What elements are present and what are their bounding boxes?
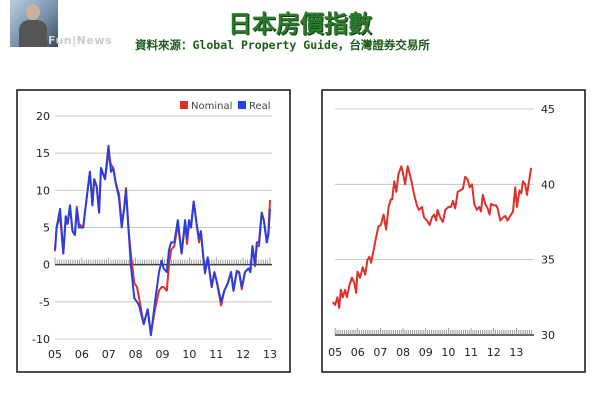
watermark-logo: Fun|News [48, 34, 113, 47]
legend-swatch-nominal [180, 101, 188, 109]
x-tick-label: 12 [236, 348, 250, 361]
y-tick-label: 5 [43, 222, 50, 235]
y-tick-label: 10 [36, 184, 50, 197]
x-tick-label: 10 [441, 346, 455, 359]
chart-frame [16, 89, 291, 373]
x-tick-label: 10 [182, 348, 196, 361]
x-tick-label: 09 [156, 348, 170, 361]
y-tick-label: -5 [39, 296, 50, 309]
y-tick-label: 40 [541, 178, 555, 191]
x-tick-label: 05 [48, 348, 62, 361]
series-line-real [54, 144, 271, 337]
legend-label-nominal: Nominal [191, 101, 232, 112]
y-tick-label: 35 [541, 254, 555, 267]
y-tick-label: 0 [43, 259, 50, 272]
y-tick-label: 20 [36, 110, 50, 123]
x-tick-label: 12 [487, 346, 501, 359]
x-tick-label: 07 [102, 348, 116, 361]
presenter-photo [10, 0, 58, 47]
x-tick-label: 11 [464, 346, 478, 359]
chart-frame [321, 89, 586, 373]
chart-1: 20 15 10 5 0 -5 -10 05 06 07 08 09 10 11 12 13 Nominal Re… [16, 89, 291, 373]
x-tick-label: 07 [373, 346, 387, 359]
x-tick-label: 13 [263, 348, 277, 361]
chart-2: 45 40 35 30 05 06 07 08 09 10 11 12 13 [321, 89, 586, 373]
x-tick-label: 05 [328, 346, 342, 359]
x-tick-label: 13 [509, 346, 523, 359]
page-title: 日本房價指數 [228, 9, 372, 38]
legend-label-real: Real [249, 101, 271, 112]
x-tick-label: 06 [351, 346, 365, 359]
y-tick-label: -10 [32, 333, 50, 346]
x-tick-label: 08 [396, 346, 410, 359]
x-tick-label: 09 [419, 346, 433, 359]
series-line-index [332, 165, 533, 309]
y-tick-label: 15 [36, 147, 50, 160]
y-tick-label: 45 [541, 103, 555, 116]
x-tick-label: 11 [209, 348, 223, 361]
legend-swatch-real [238, 101, 246, 109]
source-subtitle: 資料來源：Global Property Guide，台灣證券交易所 [135, 38, 430, 52]
x-tick-label: 06 [75, 348, 89, 361]
x-tick-label: 08 [129, 348, 143, 361]
y-tick-label: 30 [541, 329, 555, 342]
